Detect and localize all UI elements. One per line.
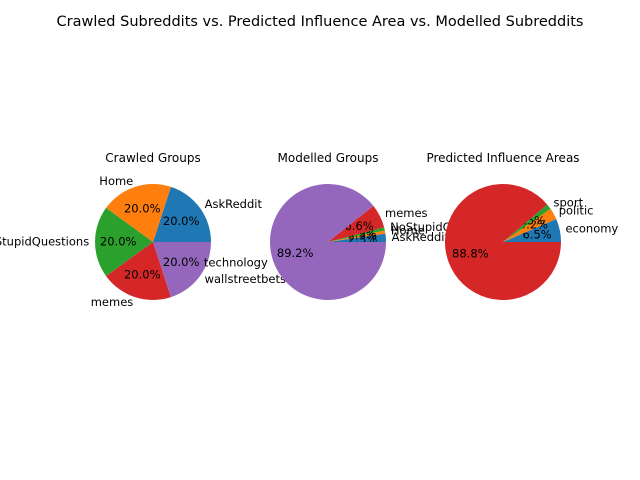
pie-slice-memes xyxy=(328,205,385,242)
slice-label: AskReddit xyxy=(392,230,450,244)
pie-slice-home xyxy=(106,184,171,242)
slice-label: Home xyxy=(391,224,425,238)
slice-label: memes xyxy=(91,295,134,309)
slice-label: technology xyxy=(204,256,268,270)
slice-label: AskReddit xyxy=(205,197,263,211)
figure-title: Crawled Subreddits vs. Predicted Influen… xyxy=(57,14,584,30)
slice-percent-label: 20.0% xyxy=(163,255,200,269)
pie-slice-home xyxy=(328,230,386,242)
pie-title: Modelled Groups xyxy=(278,151,379,165)
slice-label: memes xyxy=(385,206,428,220)
slice-label: wallstreetbets xyxy=(205,272,286,286)
pie-slice-askreddit xyxy=(328,233,386,242)
pie-chart-crawled-groups: Crawled Groups AskReddit 20.0% Home 20.0% NoS… xyxy=(0,151,286,309)
pie-slice-slice-3 xyxy=(445,184,561,301)
pie-slice-economy xyxy=(503,218,561,242)
pie-slice-nostupidquestions xyxy=(95,207,153,277)
slice-label: economy xyxy=(565,222,618,236)
pie-slice-nostupidquestions xyxy=(328,227,385,242)
slice-label: sport xyxy=(554,196,584,210)
slice-percent-label: 20.0% xyxy=(163,214,200,228)
pie-slice-politic xyxy=(503,208,557,242)
pie-slice-technology xyxy=(270,184,386,301)
pie-slice-memes xyxy=(106,242,171,300)
slice-label: Home xyxy=(99,174,133,188)
slice-percent-label: 20.0% xyxy=(100,235,137,249)
slice-percent-label: 6.5% xyxy=(522,227,551,241)
slice-percent-label: 89.2% xyxy=(277,246,314,260)
pie-title: Predicted Influence Areas xyxy=(426,151,579,165)
slice-percent-label: 20.0% xyxy=(124,268,161,282)
slice-label: NoStupidQuestions xyxy=(0,235,89,249)
pie-title: Crawled Groups xyxy=(105,151,200,165)
slice-percent-label: 88.8% xyxy=(452,246,489,260)
slice-percent-label: 20.0% xyxy=(124,201,161,215)
pie-chart-predicted-influence-areas: Predicted Influence Areas economy 6.5% poli… xyxy=(426,151,618,301)
pie-slice-sport xyxy=(503,204,551,242)
slice-label: politic xyxy=(559,203,594,217)
pie-slice-wallstreetbets xyxy=(153,242,211,298)
pie-slice-askreddit xyxy=(153,186,211,242)
